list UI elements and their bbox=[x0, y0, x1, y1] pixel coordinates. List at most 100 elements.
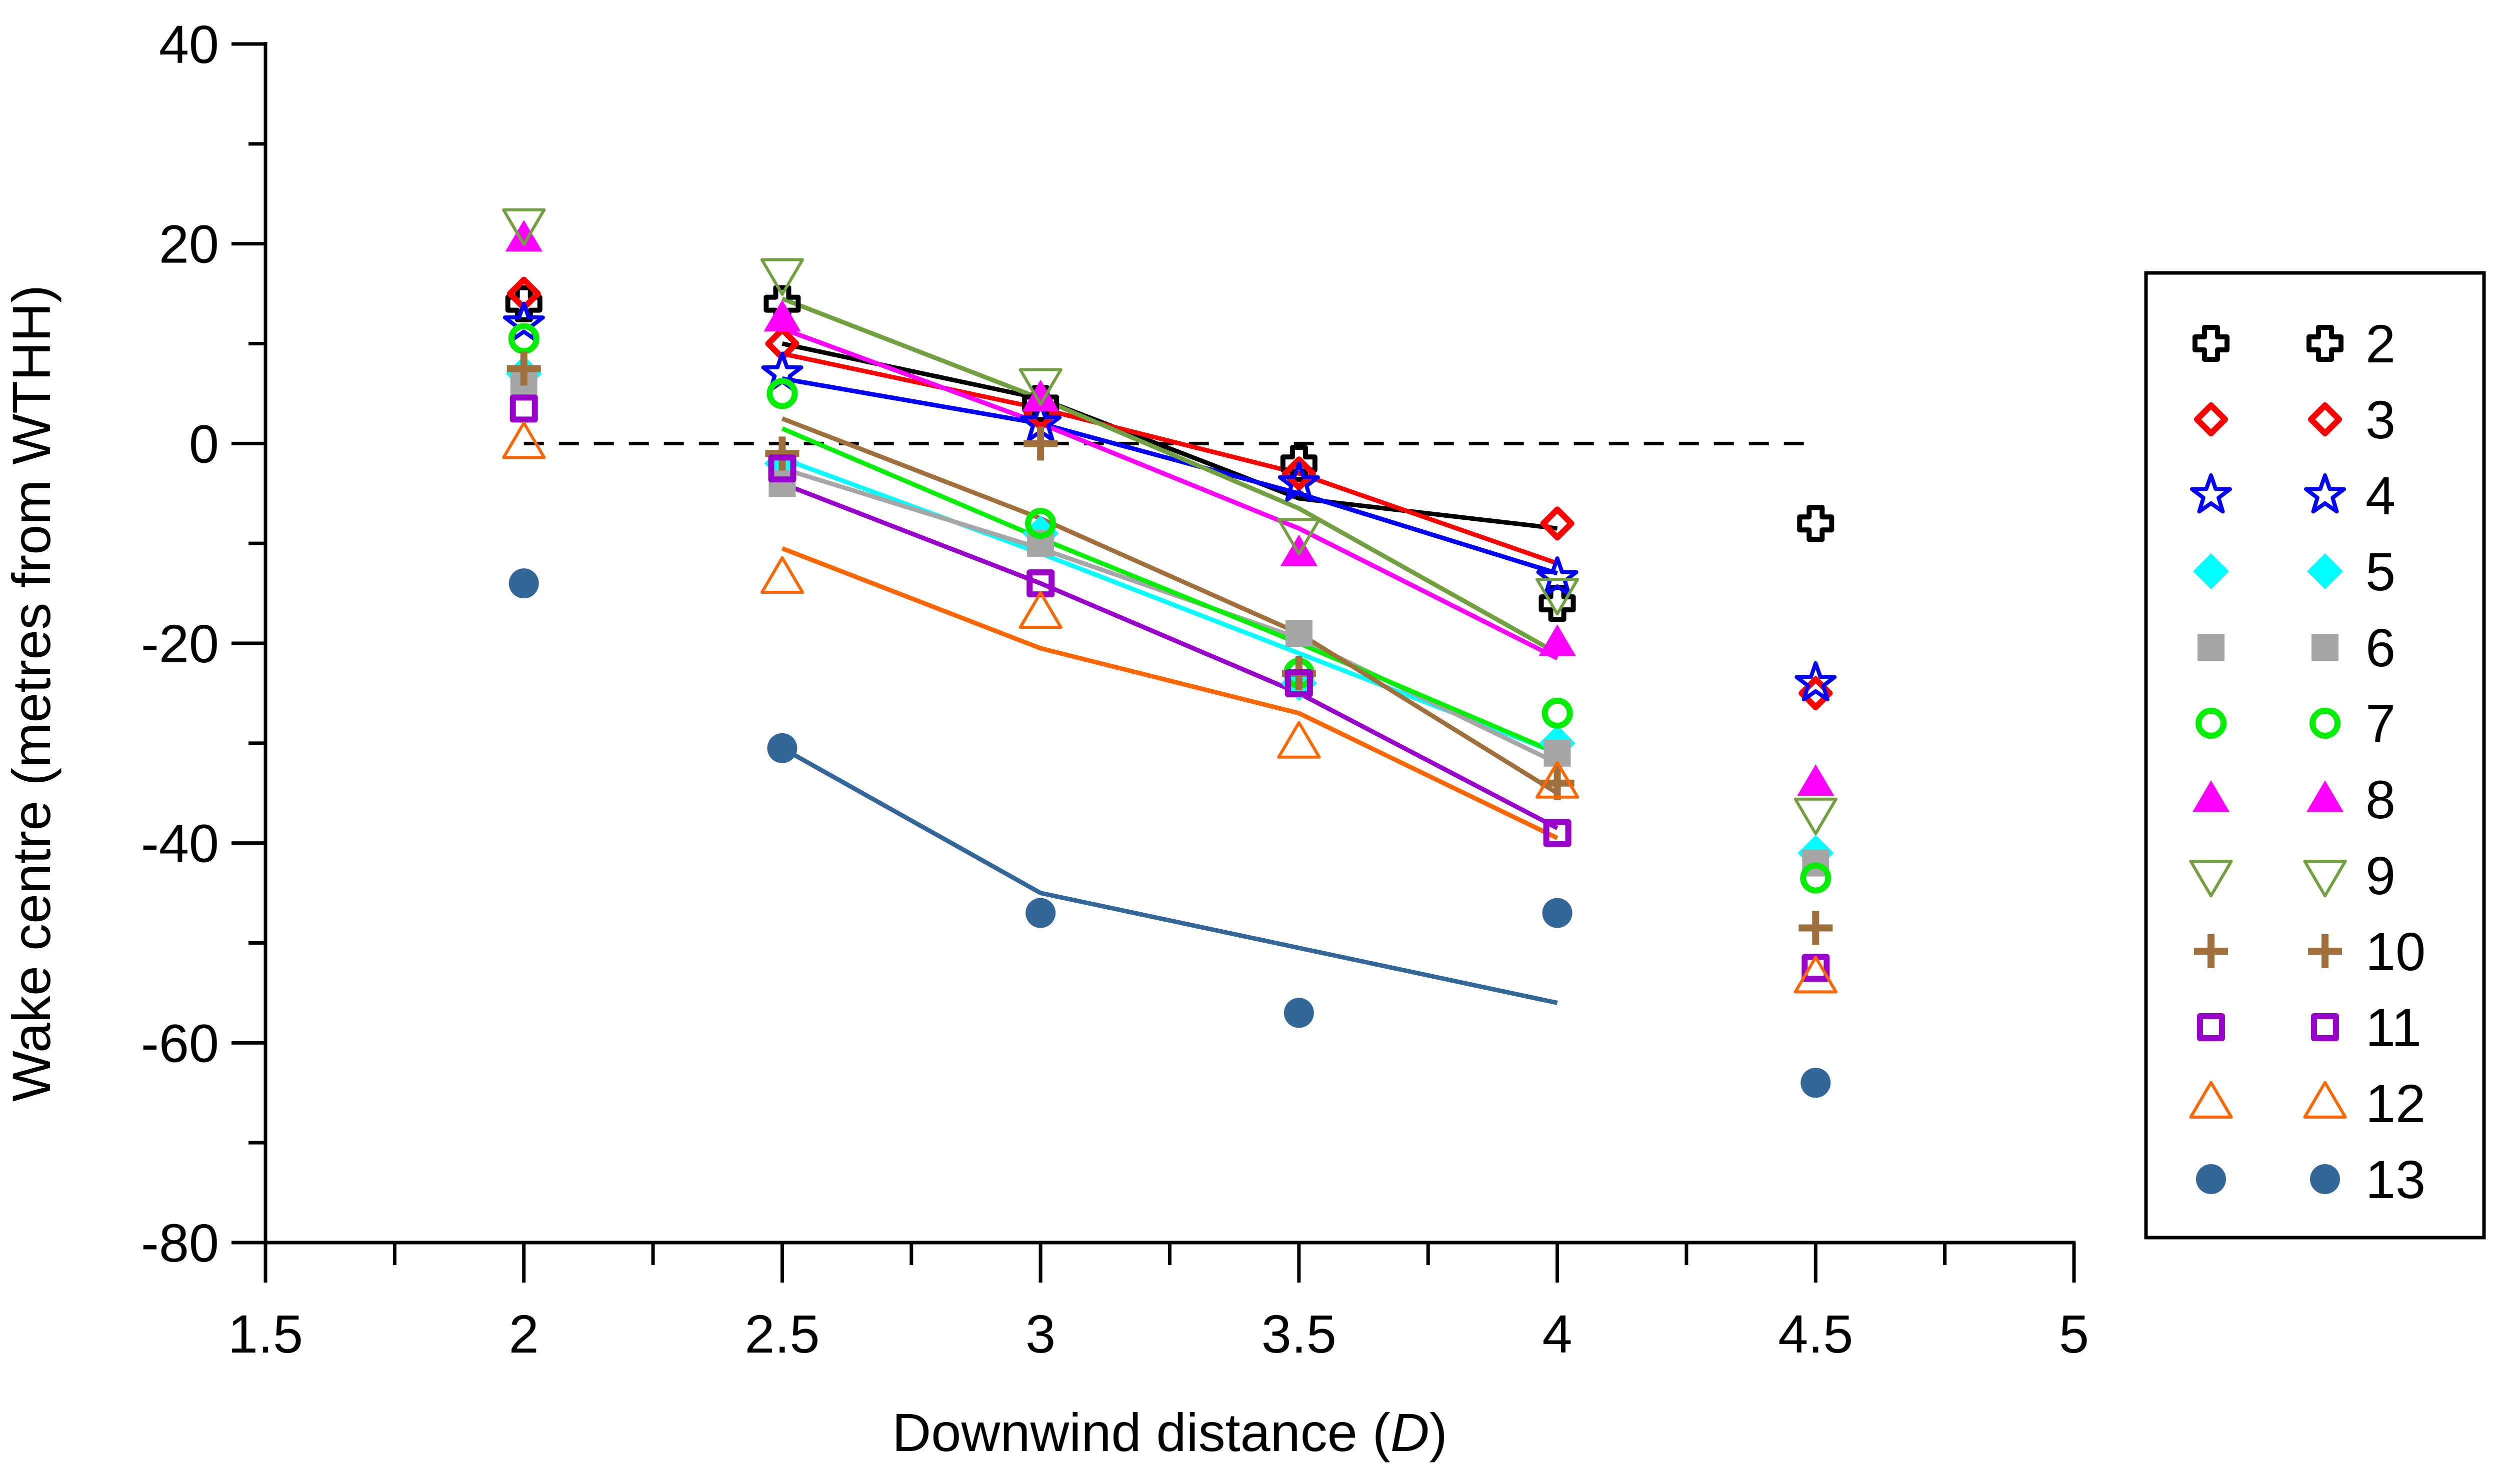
legend-marker-left-3 bbox=[2194, 402, 2228, 436]
legend-label-12: 12 bbox=[2366, 1073, 2426, 1134]
fit-line-series-12 bbox=[781, 546, 1558, 840]
legend-label-3: 3 bbox=[2366, 389, 2396, 450]
x-axis-title-main: Downwind distance ( bbox=[892, 1402, 1390, 1463]
legend-marker-right-9 bbox=[2303, 860, 2347, 898]
point-series-13-x-2 bbox=[508, 568, 539, 599]
legend-marker-right-7 bbox=[2310, 708, 2340, 739]
x-axis-title-unit: D bbox=[1390, 1402, 1430, 1463]
legend-label-5: 5 bbox=[2366, 541, 2396, 602]
point-series-11-x-2.5 bbox=[768, 454, 796, 483]
point-series-4-x-4.5 bbox=[1794, 661, 1837, 702]
point-series-7-x-2 bbox=[508, 323, 540, 354]
legend-marker-right-2 bbox=[2306, 325, 2344, 362]
legend-label-13: 13 bbox=[2366, 1149, 2426, 1210]
point-series-13-x-4.5 bbox=[1800, 1068, 1831, 1098]
legend-marker-right-4 bbox=[2304, 473, 2346, 514]
legend-marker-left-8 bbox=[2192, 780, 2230, 812]
point-series-8-x-2 bbox=[505, 219, 542, 252]
y-axis-title: Wake centre (metres from WTHH) bbox=[1, 285, 62, 1102]
point-series-10-x-3 bbox=[1024, 426, 1058, 461]
point-series-13-x-3.5 bbox=[1284, 998, 1314, 1028]
x-tick-label: 3 bbox=[1026, 1304, 1056, 1364]
point-series-10-x-2.5 bbox=[765, 436, 800, 471]
point-series-10-x-2 bbox=[506, 351, 541, 386]
fit-line-series-13 bbox=[781, 746, 1558, 1005]
point-series-7-x-4.5 bbox=[1800, 862, 1832, 894]
x-axis-title-end: ) bbox=[1430, 1402, 1448, 1463]
legend-marker-left-12 bbox=[2189, 1081, 2233, 1119]
y-tick-label: 40 bbox=[159, 14, 219, 74]
fit-line-series-9 bbox=[781, 296, 1558, 655]
point-series-8-x-3.5 bbox=[1280, 534, 1318, 566]
y-tick-label: -20 bbox=[141, 613, 219, 674]
point-series-9-x-3 bbox=[1018, 368, 1062, 406]
legend-marker-left-5 bbox=[2193, 553, 2229, 589]
point-series-11-x-3.5 bbox=[1284, 669, 1313, 697]
point-series-8-x-2.5 bbox=[764, 299, 801, 332]
legend-marker-right-10 bbox=[2308, 934, 2342, 968]
series-12-markers bbox=[502, 421, 1838, 994]
x-tick-label: 2.5 bbox=[744, 1304, 820, 1364]
point-series-13-x-3 bbox=[1026, 898, 1056, 928]
legend: 2 3 4 5 6 7 8 9 10 11 12 13 bbox=[2144, 271, 2486, 1240]
point-series-7-x-3 bbox=[1025, 508, 1056, 539]
fit-lines-layer bbox=[781, 296, 1558, 1005]
fit-line-series-11 bbox=[781, 481, 1558, 830]
point-series-9-x-4.5 bbox=[1794, 797, 1838, 835]
legend-label-7: 7 bbox=[2366, 693, 2396, 754]
point-series-2-x-4.5 bbox=[1797, 505, 1834, 542]
fit-line-series-2 bbox=[782, 341, 1558, 531]
point-series-11-x-2 bbox=[510, 394, 538, 423]
axes-layer: -80 -60 -40 -20 0 20 40 1.5 2 2.5 3 3.5 4 4.5 5 Downwin… bbox=[1, 14, 2089, 1463]
fit-line-series-4 bbox=[782, 376, 1558, 576]
point-series-10-x-4.5 bbox=[1798, 911, 1833, 945]
point-series-13-x-4 bbox=[1542, 898, 1572, 928]
y-tick-label: -40 bbox=[141, 813, 219, 874]
point-series-8-x-4.5 bbox=[1797, 764, 1834, 796]
point-series-7-x-4 bbox=[1542, 697, 1573, 729]
fit-line-series-7 bbox=[781, 426, 1558, 755]
series-13-markers bbox=[508, 568, 1831, 1098]
legend-label-4: 4 bbox=[2366, 465, 2396, 526]
legend-marker-right-6 bbox=[2312, 634, 2338, 661]
point-series-6-x-3.5 bbox=[1285, 620, 1312, 647]
point-series-11-x-4 bbox=[1543, 819, 1572, 847]
legend-label-8: 8 bbox=[2366, 769, 2396, 830]
point-series-9-x-2.5 bbox=[760, 258, 804, 296]
legend-label-9: 9 bbox=[2366, 845, 2396, 906]
legend-marker-left-2 bbox=[2192, 325, 2230, 362]
legend-marker-right-11 bbox=[2311, 1013, 2339, 1041]
x-axis-title: Downwind distance (D) bbox=[892, 1402, 1447, 1463]
legend-marker-left-4 bbox=[2190, 473, 2232, 514]
point-series-12-x-2.5 bbox=[760, 556, 804, 594]
point-series-12-x-4.5 bbox=[1794, 956, 1838, 994]
point-series-3-x-3.5 bbox=[1282, 456, 1316, 491]
series-8-markers bbox=[505, 219, 1834, 796]
x-tick-label: 3.5 bbox=[1262, 1304, 1336, 1364]
x-tick-label: 5 bbox=[2059, 1304, 2089, 1364]
point-series-4-x-4 bbox=[1536, 556, 1578, 597]
point-series-12-x-4 bbox=[1535, 761, 1580, 799]
point-series-9-x-4 bbox=[1535, 578, 1580, 616]
fit-line-series-10 bbox=[781, 416, 1558, 795]
legend-marker-left-13 bbox=[2196, 1164, 2226, 1194]
fit-line-series-6 bbox=[782, 466, 1558, 765]
x-tick-label: 2 bbox=[509, 1304, 539, 1364]
y-tick-label: -80 bbox=[141, 1213, 219, 1273]
legend-marker-left-10 bbox=[2194, 934, 2228, 968]
point-series-2-x-4 bbox=[1538, 585, 1576, 622]
point-series-9-x-2 bbox=[502, 208, 546, 246]
legend-marker-left-6 bbox=[2198, 634, 2224, 661]
legend-marker-right-13 bbox=[2310, 1164, 2340, 1194]
point-series-8-x-4 bbox=[1538, 624, 1576, 656]
legend-marker-right-5 bbox=[2307, 553, 2343, 589]
y-tick-label: 0 bbox=[189, 413, 219, 474]
legend-marker-left-9 bbox=[2189, 860, 2233, 898]
x-tick-label: 4 bbox=[1542, 1304, 1572, 1364]
point-series-12-x-3.5 bbox=[1277, 721, 1321, 759]
legend-marker-left-7 bbox=[2196, 708, 2226, 739]
point-series-7-x-2.5 bbox=[766, 378, 798, 409]
point-series-12-x-3 bbox=[1018, 591, 1062, 629]
point-series-3-x-4 bbox=[1540, 506, 1574, 541]
